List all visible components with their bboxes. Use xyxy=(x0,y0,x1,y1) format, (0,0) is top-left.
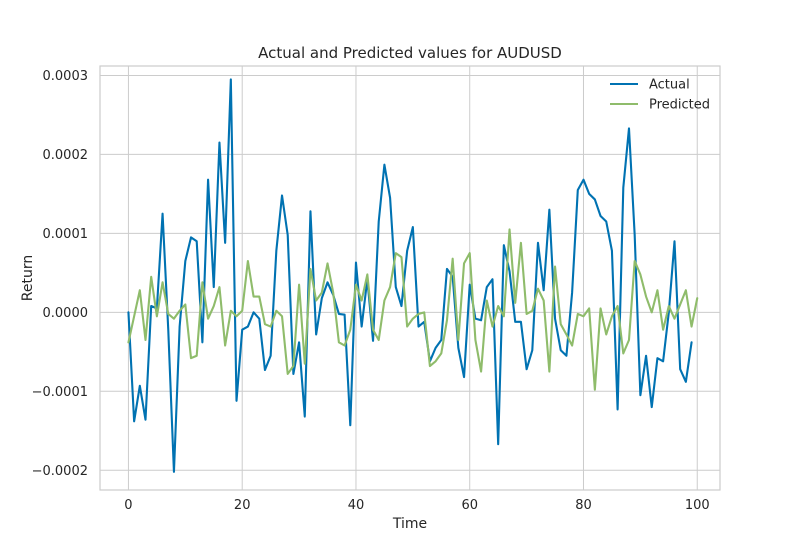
plot-area xyxy=(100,66,720,490)
x-tick-label: 20 xyxy=(234,498,251,513)
legend-label-actual: Actual xyxy=(649,78,690,93)
x-tick-label: 0 xyxy=(124,498,132,513)
y-tick-label: 0.0001 xyxy=(43,227,89,242)
y-tick-label: 0.0003 xyxy=(43,69,89,84)
y-tick-label: −0.0001 xyxy=(32,385,88,400)
y-axis-label: Return xyxy=(20,255,36,301)
x-tick-label: 80 xyxy=(575,498,592,513)
x-tick-label: 100 xyxy=(685,498,710,513)
x-axis-label: Time xyxy=(392,516,427,532)
y-tick-label: −0.0002 xyxy=(32,464,88,479)
series-line-predicted xyxy=(127,228,699,391)
y-tick-label: 0.0002 xyxy=(43,148,89,163)
series-layer xyxy=(127,78,699,473)
y-tick-label: 0.0000 xyxy=(43,306,89,321)
legend-label-predicted: Predicted xyxy=(649,98,710,113)
series-line-actual xyxy=(127,78,693,473)
x-tick-label: 60 xyxy=(461,498,478,513)
x-tick-label: 40 xyxy=(348,498,365,513)
legend: Actual Predicted xyxy=(610,78,710,113)
chart-title: Actual and Predicted values for AUDUSD xyxy=(258,44,562,62)
x-axis-ticks: 0 20 40 60 80 100 xyxy=(124,498,709,513)
plot-frame xyxy=(99,65,721,491)
y-axis-ticks: −0.0002 −0.0001 0.0000 0.0001 0.0002 0.0003 xyxy=(32,69,88,479)
